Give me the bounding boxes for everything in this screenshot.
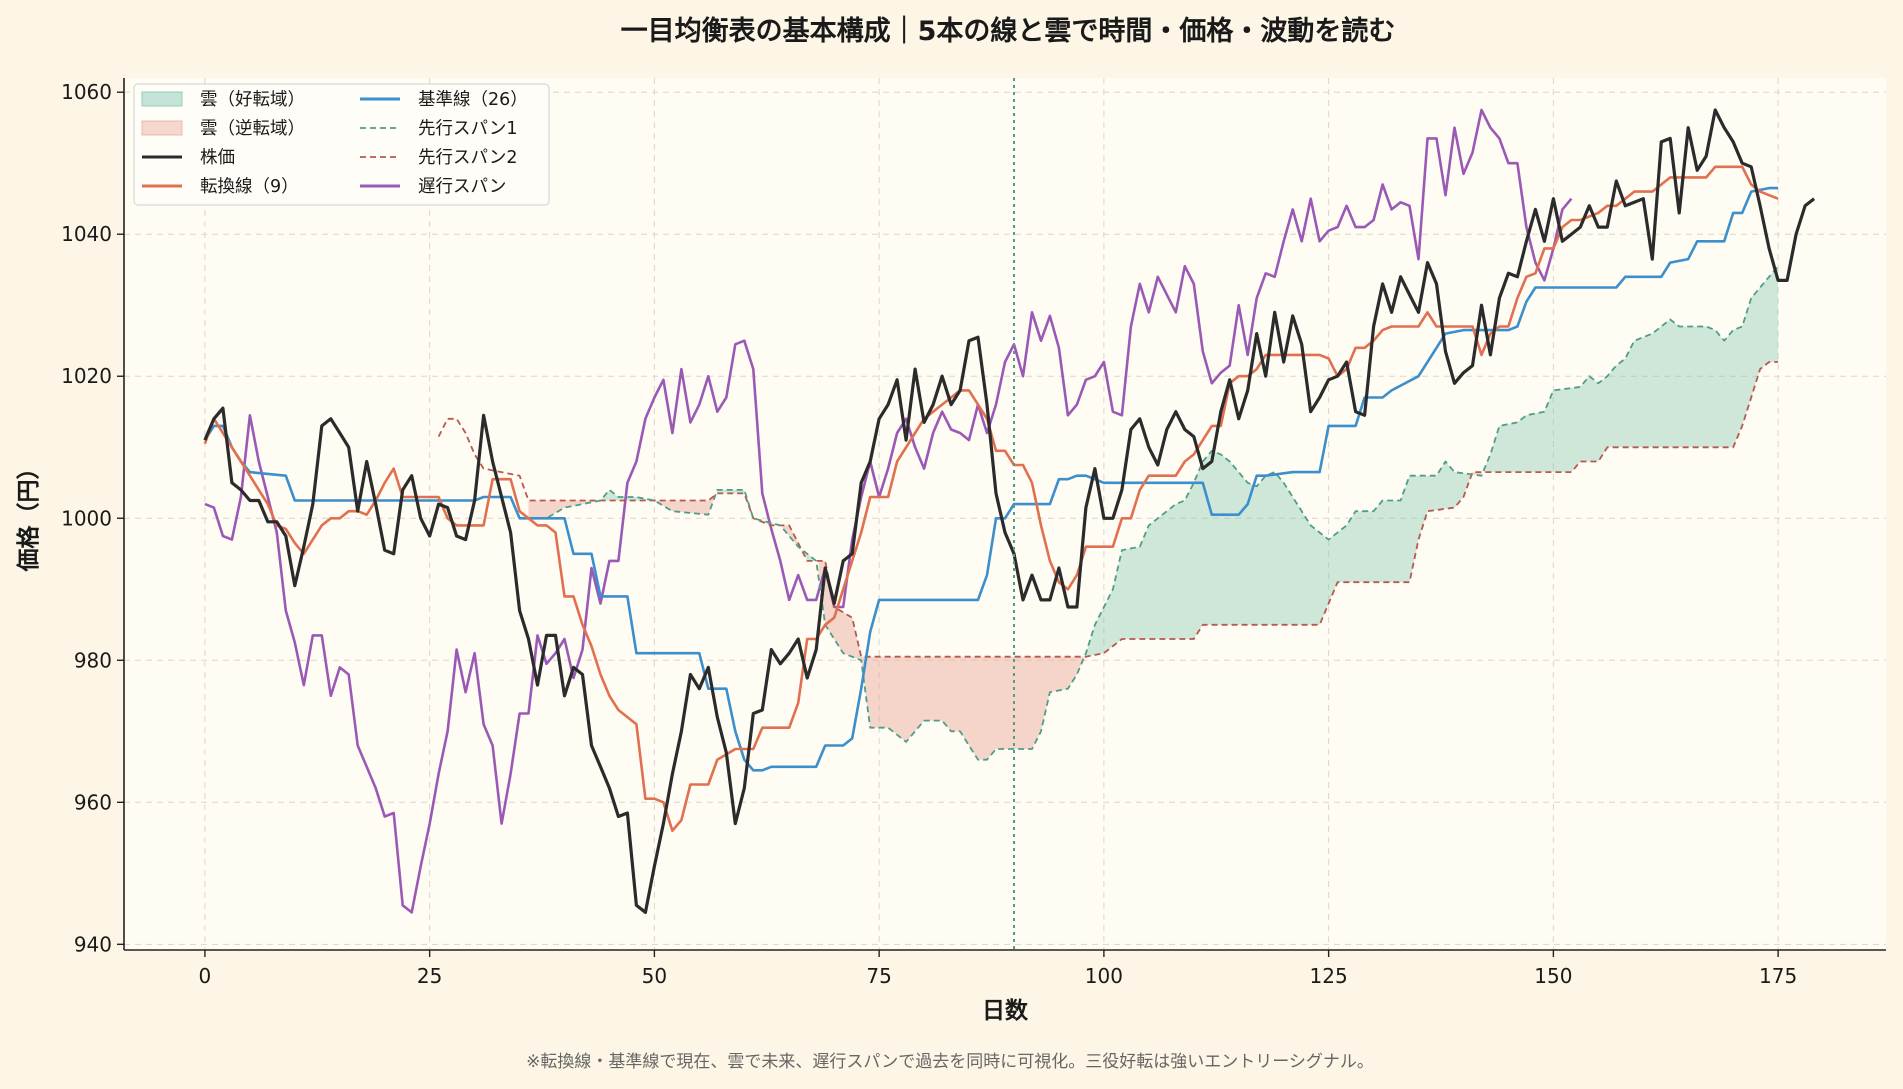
- y-tick-label: 1020: [61, 364, 112, 388]
- legend-label: 基準線（26）: [418, 90, 528, 110]
- y-tick-label: 1000: [61, 506, 112, 530]
- legend-label: 株価: [200, 148, 235, 168]
- price-line: [203, 108, 1816, 914]
- y-ticks: 940 960 980 1000 1020 1040 1060: [61, 80, 124, 956]
- cloud-bearish-area: [782, 525, 801, 549]
- plot-area: [124, 78, 1886, 950]
- legend-label: 雲（逆転域）: [200, 119, 305, 139]
- chart-title: 一目均衡表の基本構成｜5本の線と雲で時間・価格・波動を読む: [621, 15, 1396, 47]
- footnote: ※転換線・基準線で現在、雲で未来、遅行スパンで過去を同時に可視化。三役好転は強い…: [526, 1052, 1374, 1072]
- y-tick-label: 980: [74, 648, 112, 672]
- x-axis-label: 日数: [982, 998, 1029, 1024]
- x-tick-label: 50: [642, 964, 667, 988]
- grid: [124, 78, 1886, 950]
- y-tick-label: 1040: [61, 222, 112, 246]
- axes: [123, 78, 1886, 951]
- legend-label: 先行スパン1: [418, 119, 518, 139]
- legend-label: 遅行スパン: [418, 177, 506, 197]
- legend-label: 雲（好転域）: [200, 90, 305, 110]
- legend-box: [133, 83, 550, 206]
- series-layer: [203, 108, 1816, 914]
- x-tick-label: 0: [199, 964, 212, 988]
- leading-span-2-line: [437, 361, 1779, 658]
- x-tick-label: 100: [1085, 964, 1123, 988]
- legend-swatch: [141, 120, 183, 136]
- y-tick-label: 1060: [61, 80, 112, 104]
- legend-swatch: [141, 91, 183, 107]
- x-tick-label: 75: [866, 964, 891, 988]
- legend-label: 先行スパン2: [418, 148, 518, 168]
- x-tick-label: 175: [1759, 964, 1797, 988]
- lagging-span-line: [204, 108, 1573, 914]
- x-tick-label: 125: [1310, 964, 1348, 988]
- cloud-bullish-area: [1483, 266, 1779, 473]
- x-tick-label: 25: [417, 964, 442, 988]
- cloud-bearish-area: [818, 560, 1084, 760]
- cloud-bearish-area: [656, 495, 716, 515]
- base-line: [203, 186, 1779, 772]
- x-ticks: 0 25 50 75 100 125 150 175: [199, 950, 1797, 988]
- x-tick-label: 150: [1534, 964, 1572, 988]
- y-tick-label: 940: [74, 932, 112, 956]
- legend-label: 転換線（9）: [200, 177, 299, 197]
- y-tick-label: 960: [74, 790, 112, 814]
- cloud-bearish-area: [528, 500, 599, 519]
- y-axis-label: 価格（円）: [15, 457, 42, 573]
